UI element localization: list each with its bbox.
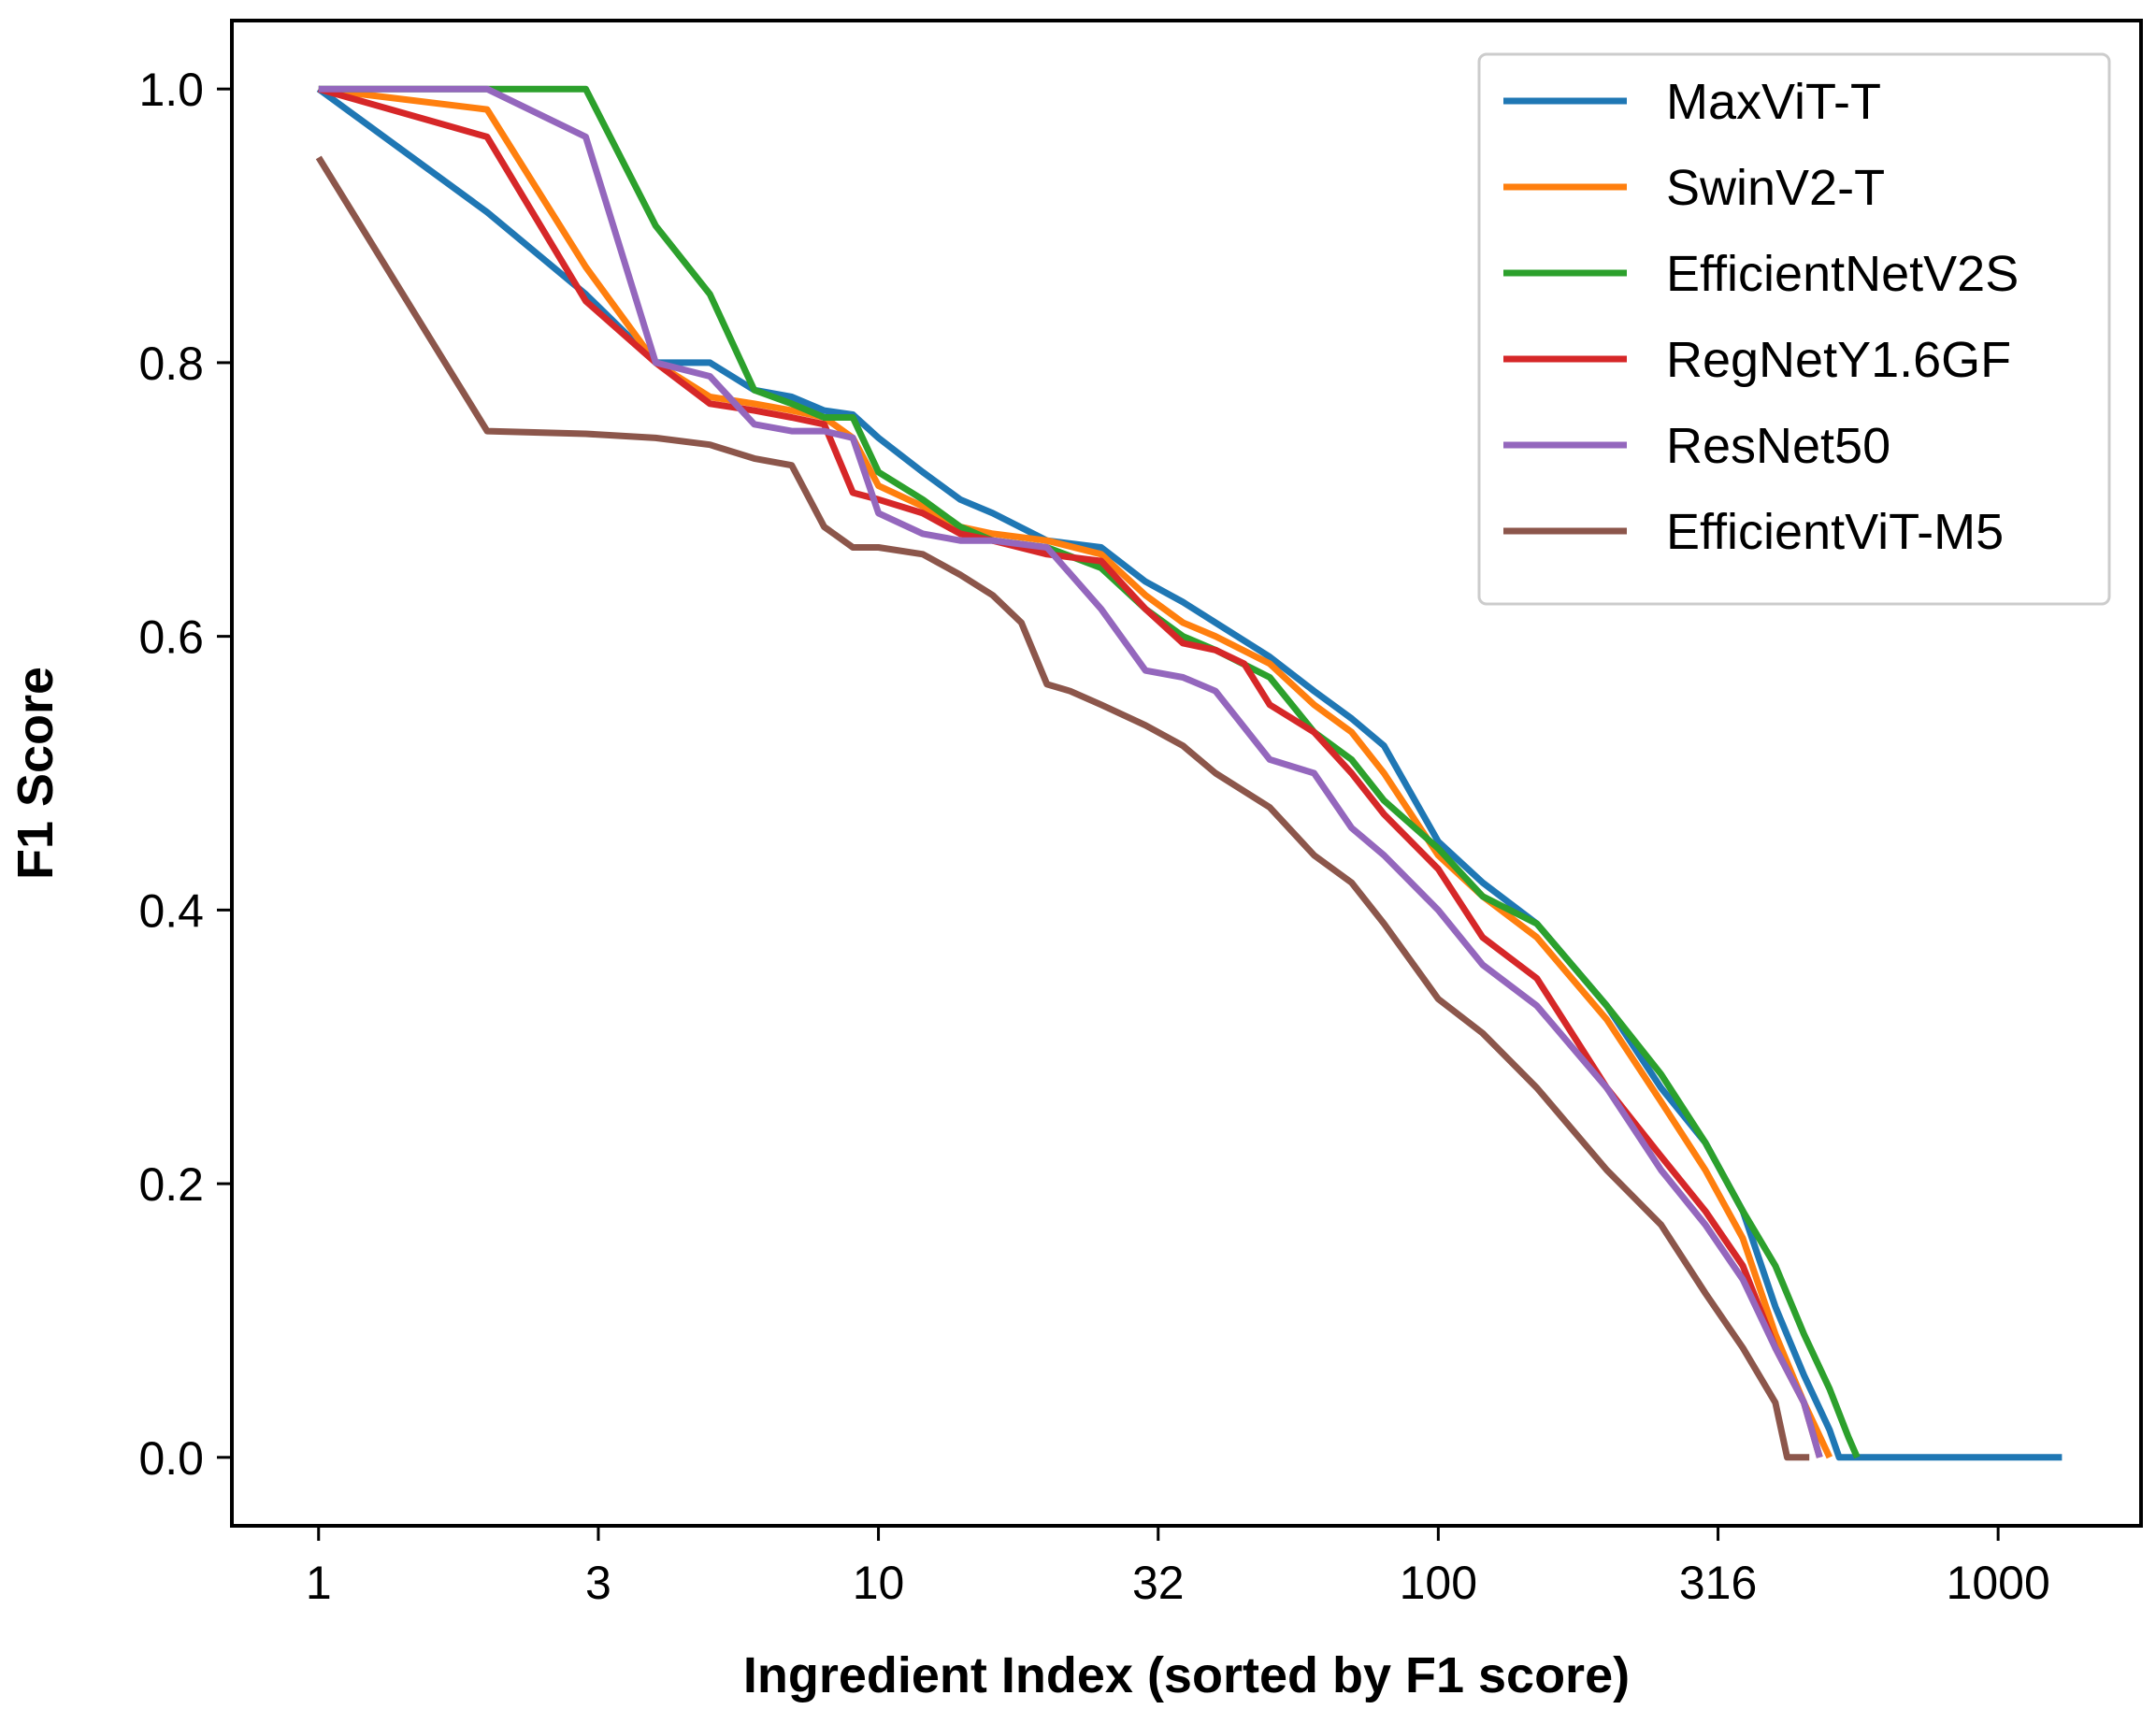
y-tick-label: 0.4 — [138, 884, 204, 937]
legend: MaxViT-T SwinV2-T EfficientNetV2S RegNetY1.… — [1477, 52, 2111, 606]
y-tick-label: 0.8 — [138, 338, 204, 390]
x-tick-label: 316 — [1679, 1557, 1757, 1609]
y-tick-label: 0.0 — [138, 1432, 204, 1485]
legend-label: SwinV2-T — [1666, 160, 1885, 216]
series-line-swinv2-t — [318, 85, 1833, 1459]
legend-label: ResNet50 — [1666, 418, 1890, 474]
series-line-efficientvit-m5 — [315, 155, 1810, 1461]
x-axis-ticks: 1 3 10 32 100 316 1000 — [306, 1526, 2050, 1609]
x-tick-label: 3 — [585, 1557, 611, 1609]
y-tick-label: 0.2 — [138, 1158, 204, 1211]
legend-box — [1477, 52, 2111, 606]
series-line-regnety1-6gf — [317, 85, 1823, 1458]
y-axis-ticks: 0.0 0.2 0.4 0.6 0.8 1.0 — [138, 64, 232, 1485]
series-line-resnet50 — [318, 85, 1823, 1458]
series-layer — [315, 85, 2063, 1461]
y-tick-label: 1.0 — [138, 64, 204, 116]
y-tick-label: 0.6 — [138, 611, 204, 664]
x-axis-label: Ingredient Index (sorted by F1 score) — [743, 1647, 1630, 1703]
x-tick-label: 10 — [853, 1557, 905, 1609]
series-line-efficientnetv2s — [318, 85, 1861, 1459]
legend-label: MaxViT-T — [1666, 74, 1881, 130]
legend-label: EfficientViT-M5 — [1666, 504, 2004, 560]
x-tick-label: 32 — [1132, 1557, 1185, 1609]
plot-area-frame — [230, 19, 2143, 1528]
x-tick-label: 1 — [306, 1557, 332, 1609]
legend-label: RegNetY1.6GF — [1666, 332, 2011, 388]
y-axis-label: F1 Score — [7, 667, 64, 880]
legend-label: EfficientNetV2S — [1666, 246, 2019, 302]
x-tick-label: 100 — [1400, 1557, 1477, 1609]
x-tick-label: 1000 — [1947, 1557, 2050, 1609]
